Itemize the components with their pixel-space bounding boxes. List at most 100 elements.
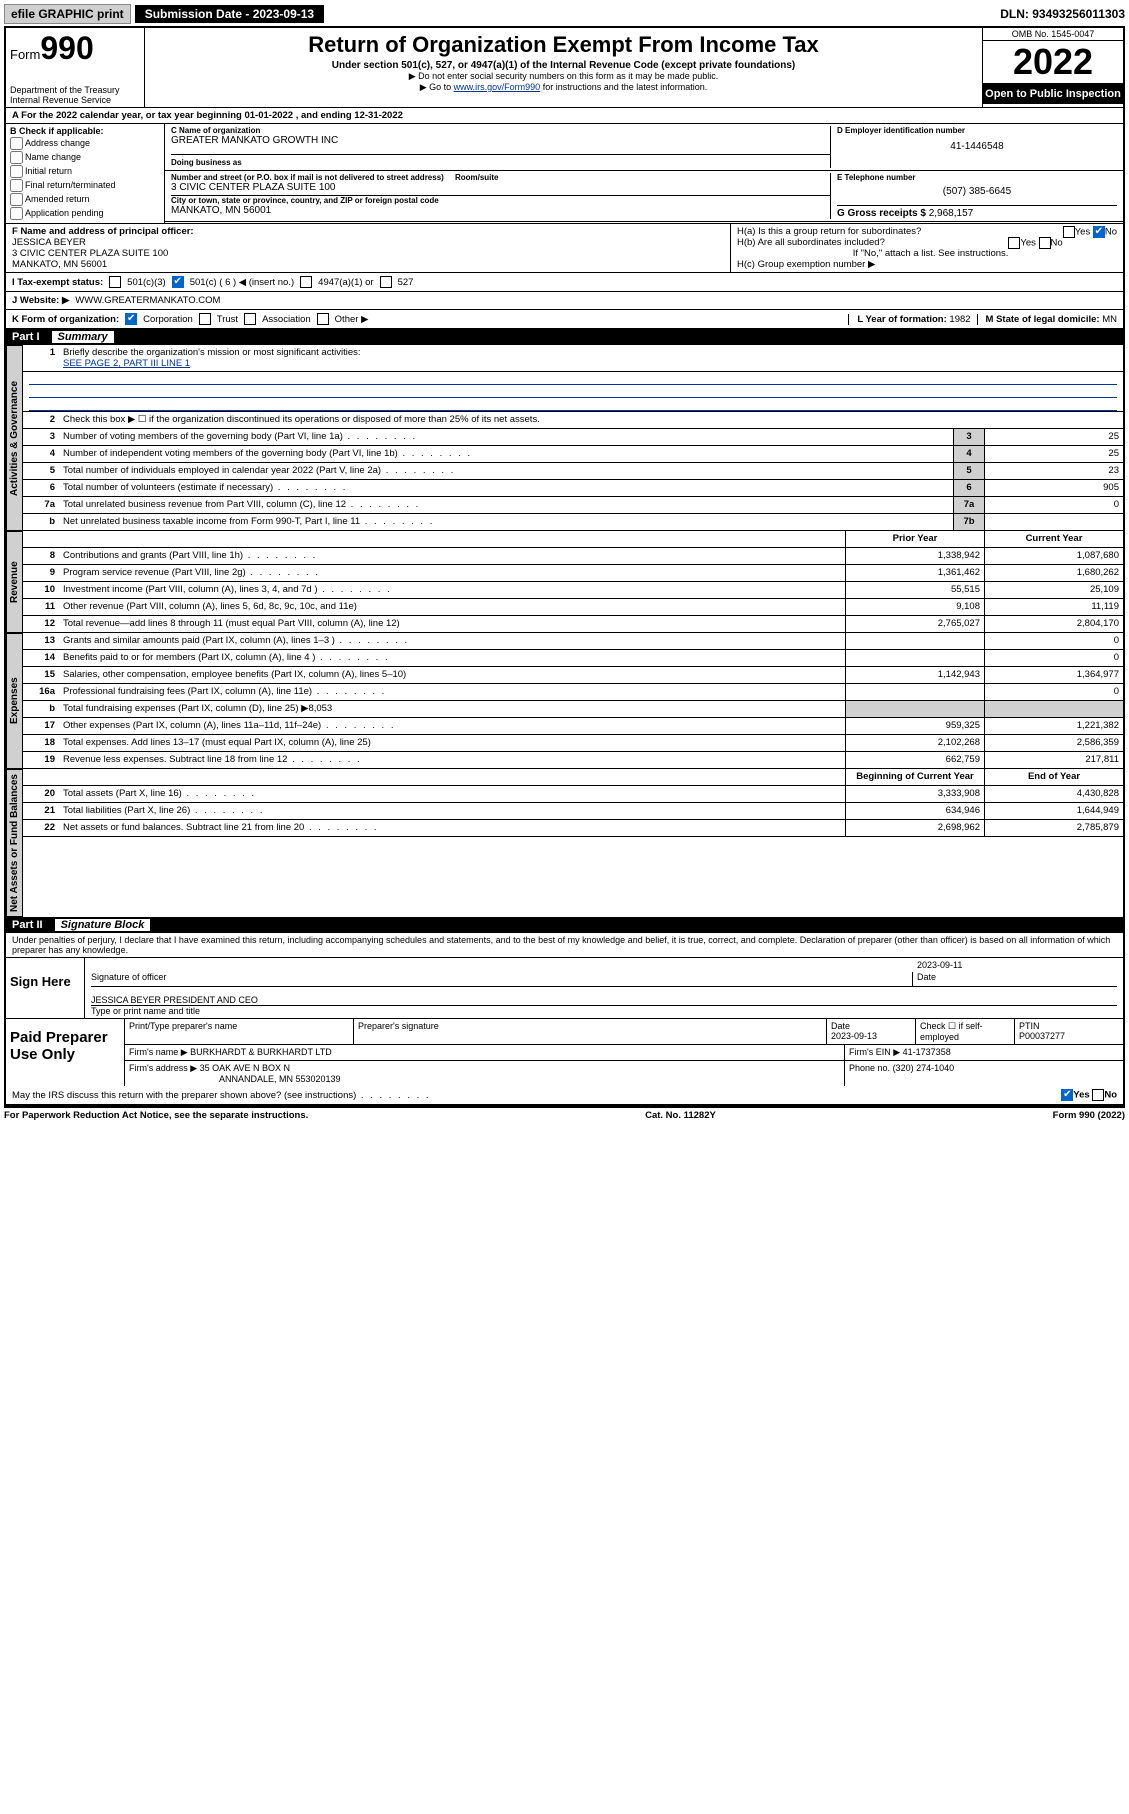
chk-501c3[interactable]: [109, 276, 121, 288]
hdr-current: Current Year: [984, 531, 1123, 547]
p11: 9,108: [845, 599, 984, 615]
sig-officer-label: Signature of officer: [91, 972, 912, 986]
footer-mid: Cat. No. 11282Y: [645, 1110, 716, 1121]
firm-name-value: BURKHARDT & BURKHARDT LTD: [190, 1047, 332, 1057]
chk-amended[interactable]: [10, 193, 23, 206]
row-j-label: J Website: ▶: [12, 295, 69, 306]
prep-name-hdr: Print/Type preparer's name: [125, 1019, 354, 1044]
c20: 4,430,828: [984, 786, 1123, 802]
chk-assoc[interactable]: [244, 313, 256, 325]
c12: 2,804,170: [984, 616, 1123, 632]
p8: 1,338,942: [845, 548, 984, 564]
lbl-initial-return: Initial return: [25, 166, 72, 176]
form-number: 990: [40, 30, 93, 66]
chk-name-change[interactable]: [10, 151, 23, 164]
val-6: 905: [984, 480, 1123, 496]
hb-no[interactable]: [1039, 237, 1051, 249]
irs-link[interactable]: www.irs.gov/Form990: [454, 82, 541, 92]
chk-app-pending[interactable]: [10, 207, 23, 220]
line19-text: Revenue less expenses. Subtract line 18 …: [59, 752, 845, 768]
form-container: Form990 Department of the Treasury Inter…: [4, 26, 1125, 1108]
p21: 634,946: [845, 803, 984, 819]
line15-text: Salaries, other compensation, employee b…: [59, 667, 845, 683]
may-yes-label: Yes: [1073, 1090, 1089, 1101]
val-3: 25: [984, 429, 1123, 445]
irs-label: Internal Revenue Service: [10, 95, 140, 105]
note-goto-pre: ▶ Go to: [420, 82, 454, 92]
tax-year: 2022: [983, 41, 1123, 84]
chk-final-return[interactable]: [10, 179, 23, 192]
tab-governance: Activities & Governance: [6, 345, 23, 531]
line4-text: Number of independent voting members of …: [59, 446, 953, 462]
firm-ein-label: Firm's EIN ▶: [849, 1047, 900, 1057]
line1-value[interactable]: SEE PAGE 2, PART III LINE 1: [63, 358, 190, 369]
part2-label: Part II: [12, 919, 43, 931]
city-label: City or town, state or province, country…: [171, 196, 830, 205]
submission-date-button[interactable]: Submission Date - 2023-09-13: [135, 5, 324, 23]
c22: 2,785,879: [984, 820, 1123, 836]
firm-phone-value: (320) 274-1040: [893, 1063, 955, 1073]
note-goto-post: for instructions and the latest informat…: [540, 82, 707, 92]
free-line: [29, 385, 1117, 398]
gross-receipts-value: 2,968,157: [929, 208, 974, 219]
ha-no[interactable]: ✔: [1093, 226, 1105, 238]
c8: 1,087,680: [984, 548, 1123, 564]
tab-expenses: Expenses: [6, 633, 23, 769]
ha-yes[interactable]: [1063, 226, 1075, 238]
firm-addr2: ANNANDALE, MN 553020139: [219, 1074, 341, 1084]
c15: 1,364,977: [984, 667, 1123, 683]
row-i-label: I Tax-exempt status:: [12, 277, 103, 288]
c9: 1,680,262: [984, 565, 1123, 581]
c16b: [984, 701, 1123, 717]
officer-addr2: MANKATO, MN 56001: [12, 259, 107, 270]
hb-yes[interactable]: [1008, 237, 1020, 249]
note-ssn: ▶ Do not enter social security numbers o…: [151, 71, 976, 82]
line21-text: Total liabilities (Part X, line 26): [59, 803, 845, 819]
p10: 55,515: [845, 582, 984, 598]
chk-4947[interactable]: [300, 276, 312, 288]
p9: 1,361,462: [845, 565, 984, 581]
sig-date-label: Date: [912, 972, 1117, 986]
firm-addr1: 35 OAK AVE N BOX N: [200, 1063, 290, 1073]
c21: 1,644,949: [984, 803, 1123, 819]
ein-label: D Employer identification number: [837, 126, 1117, 135]
may-no[interactable]: [1092, 1089, 1104, 1101]
footer-left: For Paperwork Reduction Act Notice, see …: [4, 1110, 308, 1121]
chk-address-change[interactable]: [10, 137, 23, 150]
p12: 2,765,027: [845, 616, 984, 632]
line11-text: Other revenue (Part VIII, column (A), li…: [59, 599, 845, 615]
officer-addr1: 3 CIVIC CENTER PLAZA SUITE 100: [12, 248, 168, 259]
chk-initial-return[interactable]: [10, 165, 23, 178]
room-label: Room/suite: [455, 173, 499, 182]
part1-title: Summary: [52, 331, 114, 343]
efile-button[interactable]: efile GRAPHIC print: [4, 4, 131, 24]
c19: 217,811: [984, 752, 1123, 768]
chk-trust[interactable]: [199, 313, 211, 325]
chk-corp[interactable]: ✔: [125, 313, 137, 325]
domicile-label: M State of legal domicile:: [986, 314, 1100, 325]
line18-text: Total expenses. Add lines 13–17 (must eq…: [59, 735, 845, 751]
officer-name: JESSICA BEYER: [12, 237, 86, 248]
form-subtitle: Under section 501(c), 527, or 4947(a)(1)…: [151, 60, 976, 71]
chk-527[interactable]: [380, 276, 392, 288]
prep-selfemp: Check ☐ if self-employed: [916, 1019, 1015, 1044]
dept-label: Department of the Treasury: [10, 85, 140, 95]
opt-other: Other ▶: [335, 314, 369, 325]
line10-text: Investment income (Part VIII, column (A)…: [59, 582, 845, 598]
year-formation-value: 1982: [949, 314, 970, 325]
p16a: [845, 684, 984, 700]
hdr-prior: Prior Year: [845, 531, 984, 547]
yes-label-2: Yes: [1020, 238, 1036, 249]
line22-text: Net assets or fund balances. Subtract li…: [59, 820, 845, 836]
p15: 1,142,943: [845, 667, 984, 683]
may-yes[interactable]: ✔: [1061, 1089, 1073, 1101]
declaration-text: Under penalties of perjury, I declare th…: [6, 933, 1123, 958]
opt-501c: 501(c) ( 6 ) ◀ (insert no.): [190, 277, 294, 288]
prep-date-hdr: Date: [831, 1021, 850, 1031]
chk-other[interactable]: [317, 313, 329, 325]
yes-label: Yes: [1075, 227, 1091, 238]
type-name-label: Type or print name and title: [91, 1005, 1117, 1016]
chk-501c[interactable]: ✔: [172, 276, 184, 288]
phone-label: E Telephone number: [837, 173, 1117, 182]
c11: 11,119: [984, 599, 1123, 615]
